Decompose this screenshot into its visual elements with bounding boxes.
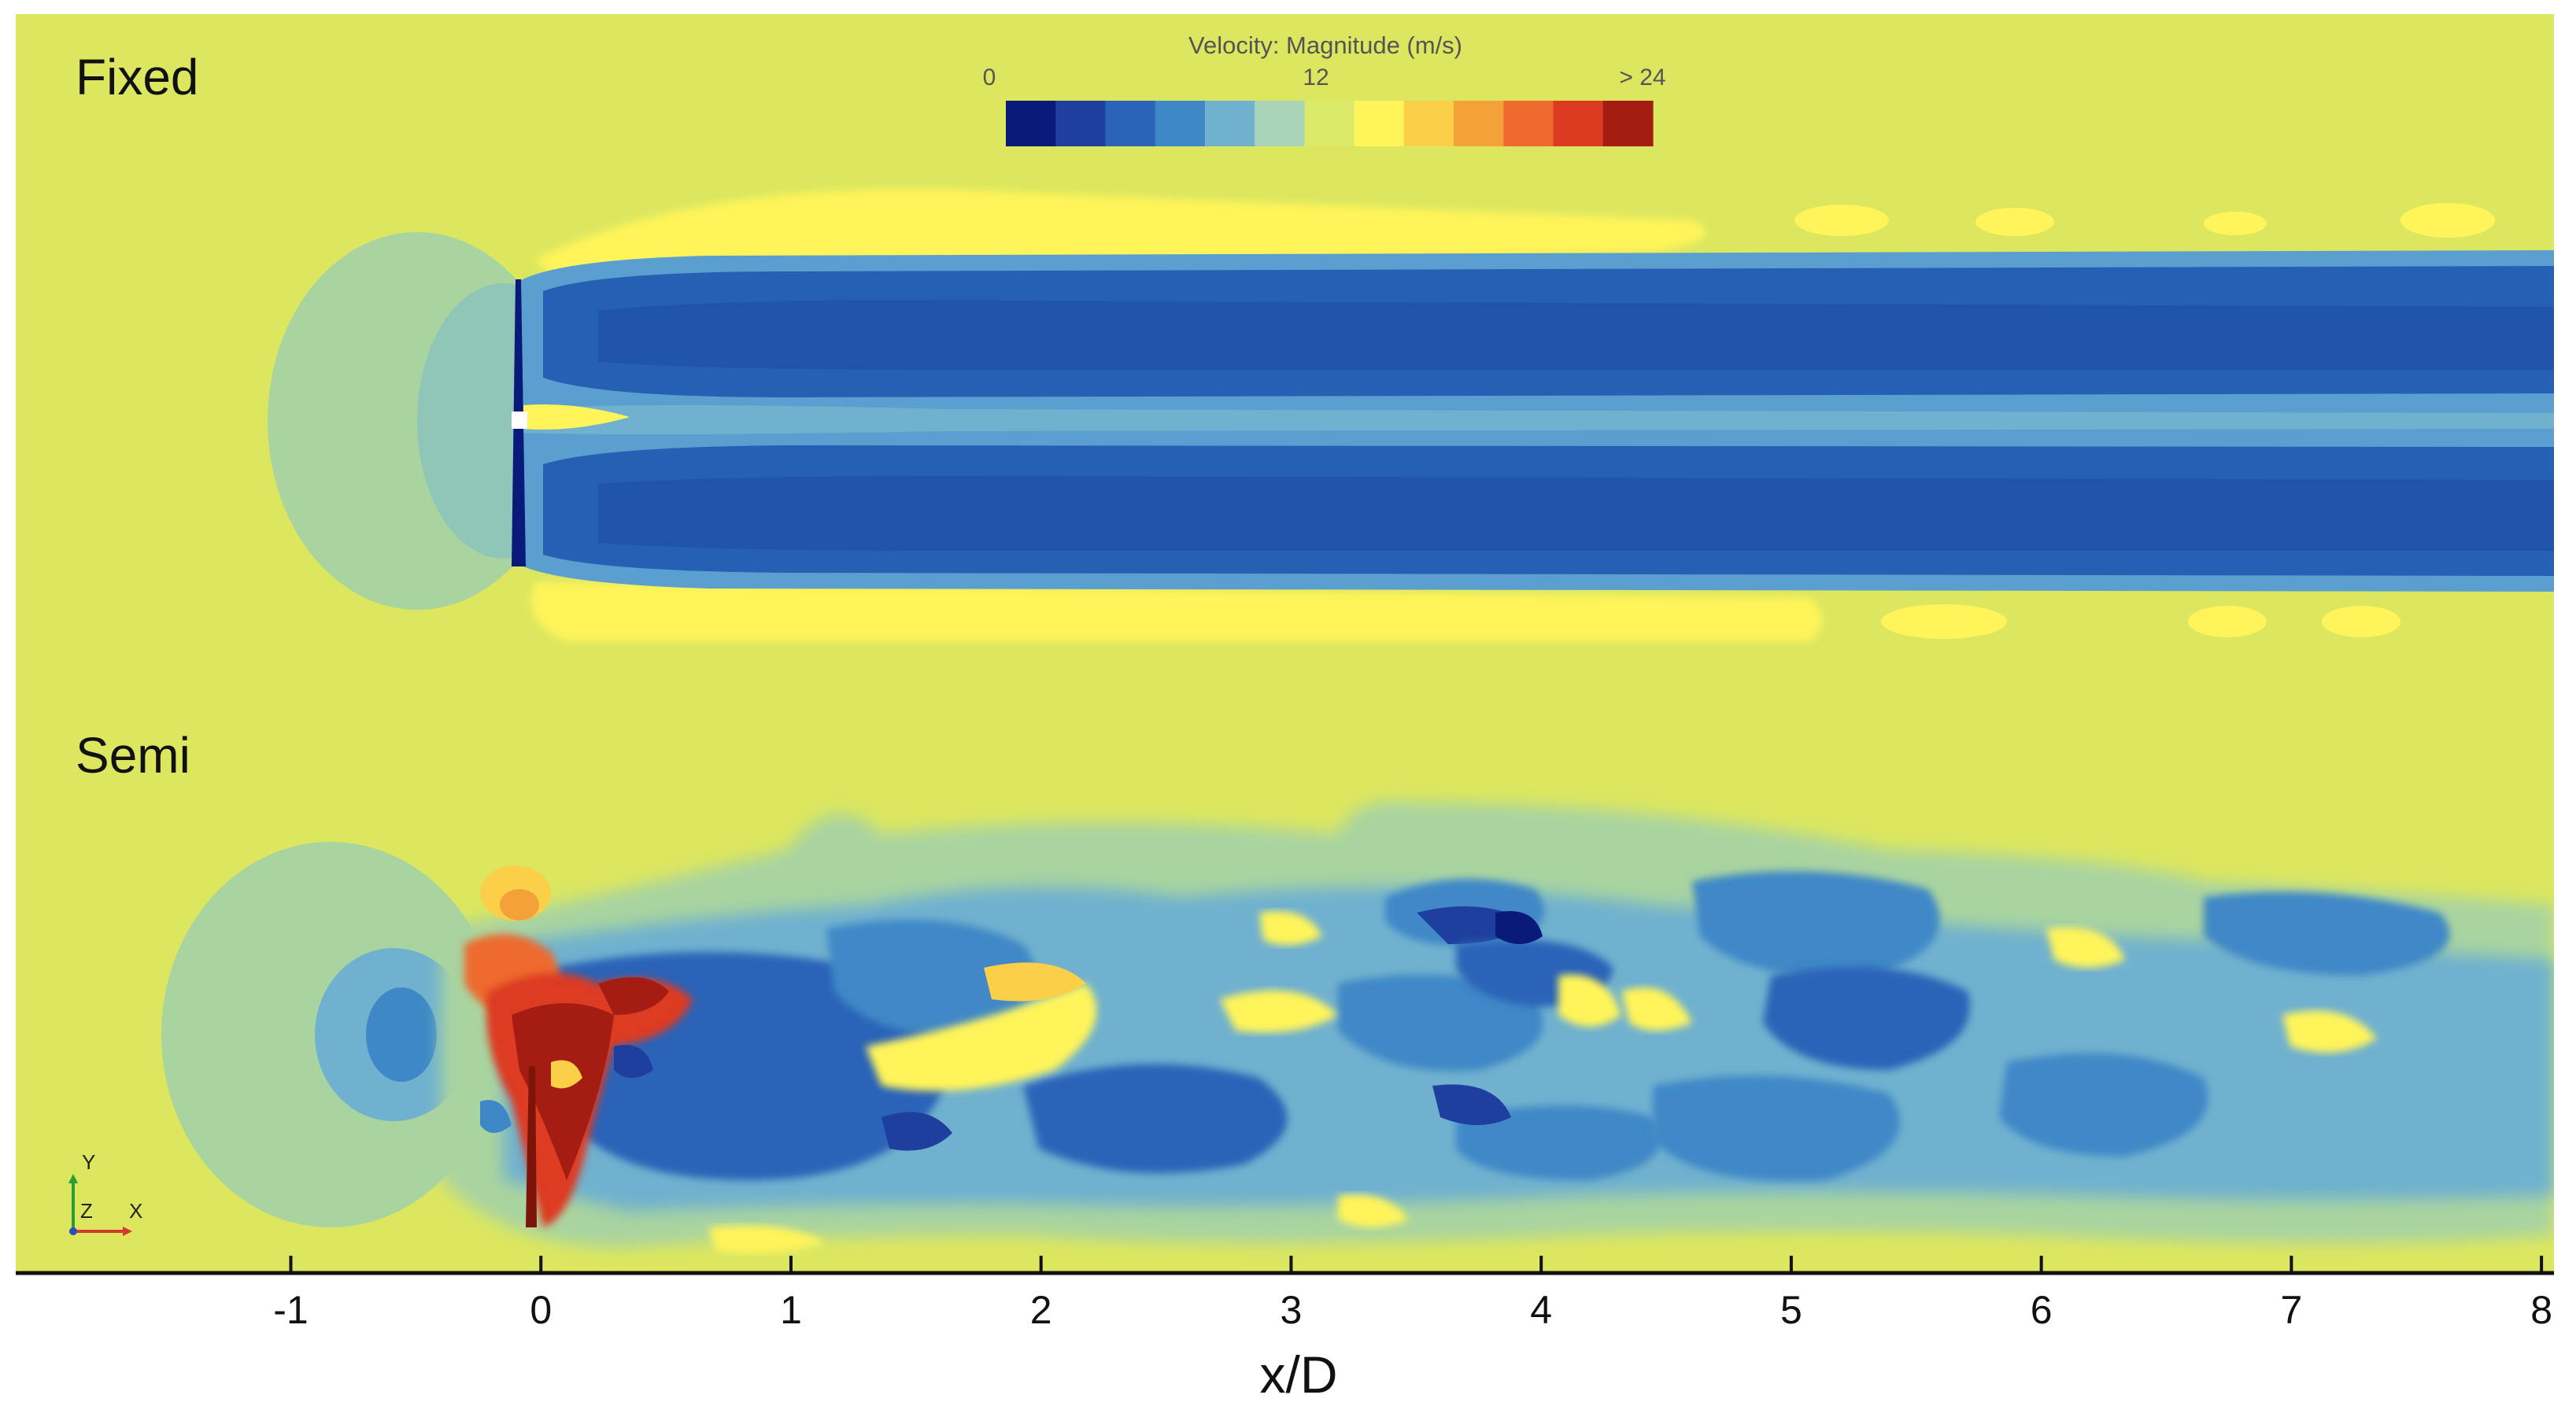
x-axis-ticks: -1 0 1 2 3 4 5 6 7 8 [273,1256,2552,1332]
triad-label-z: Z [80,1199,93,1223]
colorbar-tick-mid: 12 [1303,65,1329,90]
colorbar-swatch-12 [1602,101,1654,146]
fixed-panel-contour [268,189,2554,641]
x-tick-label-8: 7 [2280,1288,2302,1332]
colorbar-tick-min: 0 [983,65,996,90]
x-tick-label-9: 8 [2530,1288,2552,1332]
x-tick-label-5: 4 [1530,1288,1552,1332]
colorbar-title: Velocity: Magnitude (m/s) [1188,31,1462,59]
axis-triad: Y Z X [68,1150,142,1236]
colorbar-gradient [1006,101,1654,146]
colorbar-swatch-4 [1204,101,1255,146]
triad-z-axis [69,1227,77,1235]
colorbar-swatch-2 [1105,101,1156,146]
fixed-hub-wake [519,405,2554,435]
colorbar-swatch-9 [1454,101,1504,146]
colorbar-swatch-8 [1403,101,1454,146]
x-tick-label-3: 2 [1030,1288,1052,1332]
semi-panel-contour [161,801,2554,1254]
triad-label-x: X [129,1199,142,1223]
semi-rotor [526,1066,537,1227]
colorbar-swatch-6 [1304,101,1355,146]
colorbar-swatch-5 [1255,101,1305,146]
x-tick-label-4: 3 [1281,1288,1303,1332]
fixed-nacelle [512,411,527,429]
colorbar-tick-max: > 24 [1619,65,1665,90]
colorbar-swatch-0 [1006,101,1056,146]
triad-label-y: Y [82,1150,95,1174]
colorbar-swatch-11 [1553,101,1604,146]
panel-label-fixed: Fixed [76,49,199,105]
x-tick-label-1: 0 [530,1288,552,1332]
colorbar-swatch-3 [1155,101,1206,146]
x-tick-label-6: 5 [1780,1288,1802,1332]
x-tick-label-0: -1 [273,1288,308,1332]
x-axis-label: x/D [1260,1345,1338,1404]
colorbar-swatch-7 [1354,101,1405,146]
fixed-speedup-band-bottom [531,582,1822,641]
colorbar-swatch-1 [1055,101,1107,146]
panel-label-semi: Semi [76,727,190,784]
x-tick-label-2: 1 [780,1288,802,1332]
x-tick-label-7: 6 [2031,1288,2053,1332]
colorbar: Velocity: Magnitude (m/s) 0 12 > 24 [983,31,1666,146]
colorbar-swatch-10 [1503,101,1554,146]
